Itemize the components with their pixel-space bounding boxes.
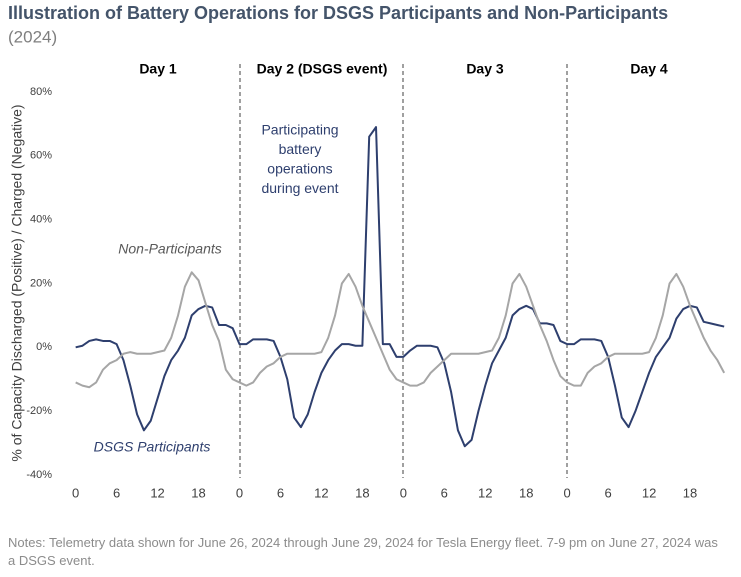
x-tick-label: 0	[564, 485, 571, 500]
x-tick-label: 12	[478, 485, 492, 500]
x-tick-label: 18	[683, 485, 697, 500]
y-tick-label: 20%	[30, 277, 52, 289]
day-label: Day 4	[630, 61, 668, 77]
day-label: Day 2 (DSGS event)	[257, 61, 388, 77]
x-tick-label: 0	[72, 485, 79, 500]
notes: Notes: Telemetry data shown for June 26,…	[8, 535, 718, 568]
x-tick-label: 18	[355, 485, 369, 500]
series-line	[75, 126, 725, 448]
x-tick-label: 12	[642, 485, 656, 500]
annotation: Non-Participants	[118, 241, 222, 257]
y-tick-label: -20%	[26, 405, 52, 417]
annotation: DSGS Participants	[94, 439, 211, 455]
x-tick-label: 18	[519, 485, 533, 500]
day-label: Day 3	[466, 61, 504, 77]
x-tick-label: 0	[400, 485, 407, 500]
annotation: during event	[261, 180, 338, 196]
x-tick-label: 6	[605, 485, 612, 500]
chart: Illustration of Battery Operations for D…	[8, 3, 726, 500]
x-tick-label: 12	[150, 485, 164, 500]
y-tick-label: -40%	[26, 469, 52, 481]
chart-title: Illustration of Battery Operations for D…	[8, 3, 668, 23]
annotation: Participating	[261, 122, 338, 138]
x-tick-label: 12	[314, 485, 328, 500]
x-tick-label: 18	[191, 485, 205, 500]
y-tick-label: 0%	[36, 341, 52, 353]
x-tick-label: 6	[277, 485, 284, 500]
y-tick-label: 40%	[30, 214, 52, 226]
x-tick-label: 6	[113, 485, 120, 500]
day-label: Day 1	[139, 61, 177, 77]
x-tick-label: 6	[441, 485, 448, 500]
x-tick-label: 0	[236, 485, 243, 500]
y-axis-label: % of Capacity Discharged (Positive) / Ch…	[9, 104, 25, 461]
chart-subtitle: (2024)	[8, 27, 57, 46]
annotation: operations	[267, 161, 332, 177]
y-tick-label: 60%	[30, 150, 52, 162]
y-tick-label: 80%	[30, 86, 52, 98]
annotation: battery	[279, 141, 322, 157]
series-line	[75, 271, 726, 389]
